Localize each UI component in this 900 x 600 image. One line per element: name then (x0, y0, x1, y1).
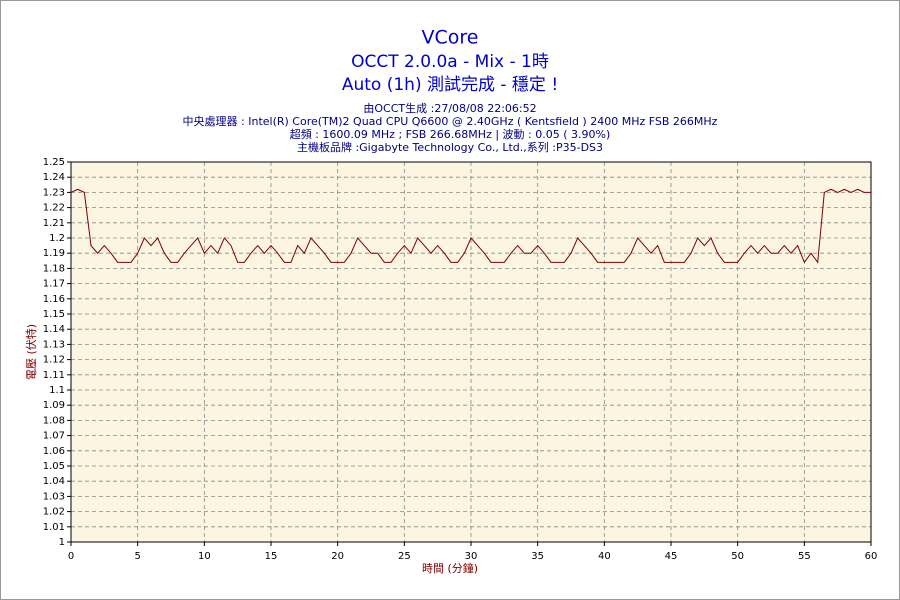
y-tick-label: 1.07 (43, 431, 65, 442)
subtitle: OCCT 2.0.0a - Mix - 1時 (351, 52, 549, 72)
x-tick-label: 10 (198, 551, 211, 562)
subtitle: Auto (1h) 測試完成 - 穩定 ! (342, 75, 558, 95)
x-tick-label: 40 (598, 551, 611, 562)
annotation: 中央處理器 : Intel(R) Core(TM)2 Quad CPU Q660… (183, 114, 718, 128)
x-tick-label: 45 (665, 551, 678, 562)
y-tick-label: 1.06 (43, 446, 65, 457)
x-tick-label: 35 (531, 551, 544, 562)
y-tick-label: 1.17 (43, 279, 65, 290)
x-tick-label: 15 (265, 551, 278, 562)
data-line (70, 188, 871, 264)
chart-title: VCore (422, 27, 479, 49)
y-tick-label: 1.09 (43, 400, 65, 411)
y-tick-label: 1.05 (43, 461, 65, 472)
annotation: 超頻 : 1600.09 MHz ; FSB 266.68MHz | 波動 : … (290, 127, 611, 141)
y-axis-label: 電壓 (伏特) (24, 324, 38, 380)
y-tick-label: 1.24 (43, 172, 65, 183)
y-tick-label: 1.03 (43, 491, 65, 502)
y-tick-label: 1 (59, 537, 65, 548)
x-tick-label: 5 (134, 551, 140, 562)
y-tick-label: 1.23 (43, 187, 65, 198)
x-axis-label: 時間 (分鐘) (422, 561, 478, 575)
annotation: 主機板品牌 :Gigabyte Technology Co., Ltd.,系列 … (297, 140, 603, 154)
x-tick-label: 20 (331, 551, 344, 562)
x-tick-label: 60 (865, 551, 878, 562)
x-tick-label: 0 (68, 551, 74, 562)
y-tick-label: 1.16 (43, 294, 65, 305)
y-tick-label: 1.11 (43, 370, 65, 381)
y-tick-label: 1.13 (43, 339, 65, 350)
y-tick-label: 1.25 (43, 157, 65, 168)
y-tick-label: 1.18 (43, 263, 65, 274)
x-tick-label: 55 (798, 551, 811, 562)
y-tick-label: 1.08 (43, 415, 65, 426)
x-tick-label: 25 (398, 551, 411, 562)
y-tick-label: 1.01 (43, 522, 65, 533)
y-tick-label: 1.15 (43, 309, 65, 320)
y-tick-label: 1.02 (43, 507, 65, 518)
x-tick-label: 50 (731, 551, 744, 562)
y-tick-label: 1.22 (43, 203, 65, 214)
y-tick-label: 1.04 (43, 476, 65, 487)
y-tick-label: 1.1 (49, 385, 65, 396)
plot-border (70, 161, 872, 543)
x-tick-label: 30 (465, 551, 478, 562)
y-tick-label: 1.14 (43, 324, 65, 335)
y-tick-label: 1.2 (49, 233, 65, 244)
y-tick-label: 1.19 (43, 248, 65, 259)
annotation: 由OCCT生成 :27/08/08 22:06:52 (363, 101, 536, 115)
y-tick-label: 1.21 (43, 218, 65, 229)
y-tick-label: 1.12 (43, 355, 65, 366)
